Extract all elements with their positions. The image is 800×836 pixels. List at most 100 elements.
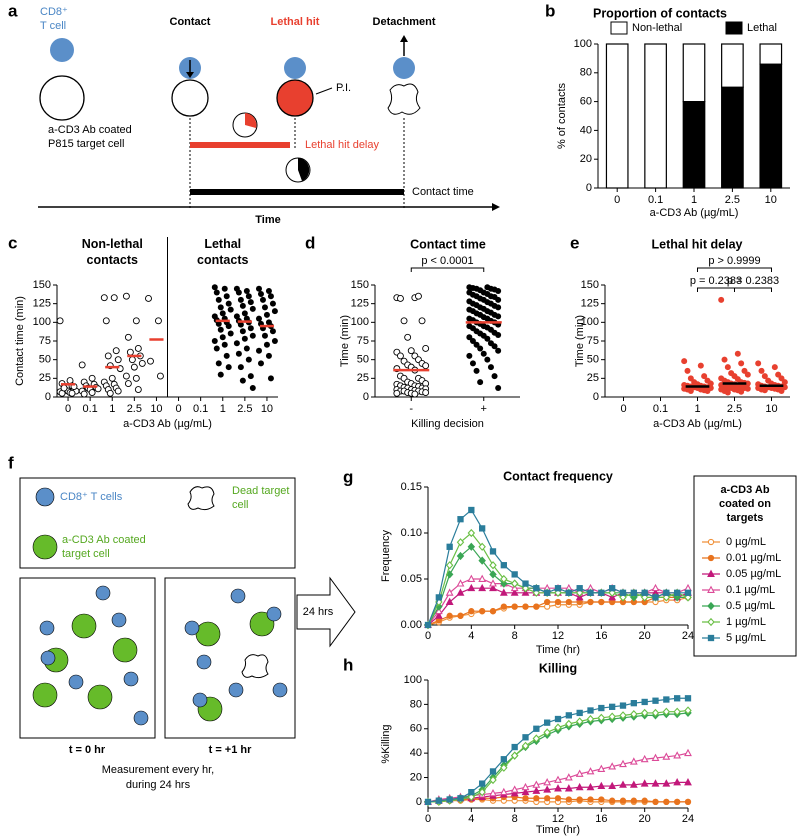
dot [261, 304, 268, 311]
dot [213, 289, 220, 296]
text-line: T cell [40, 20, 66, 32]
marker [565, 712, 572, 719]
x-tick-label: + [481, 403, 487, 415]
marker [500, 574, 508, 584]
marker [499, 787, 508, 796]
marker [478, 583, 487, 592]
marker [500, 763, 508, 772]
scene-box [164, 577, 296, 739]
dot [761, 373, 768, 380]
dot [397, 294, 404, 302]
dot [235, 350, 242, 357]
dot [243, 345, 250, 352]
marker [544, 598, 551, 606]
x-tick-label: 10 [765, 403, 777, 415]
dot [237, 296, 244, 303]
marker [684, 706, 692, 715]
marker [587, 796, 594, 803]
dot [495, 385, 502, 392]
marker [673, 751, 682, 759]
y-tick-label: 50 [39, 354, 51, 366]
marker [619, 780, 627, 788]
x-tick-label: 1 [220, 403, 226, 415]
dot [415, 292, 422, 300]
marker [456, 538, 465, 547]
t-cell [35, 487, 55, 507]
marker [707, 569, 715, 577]
marker [608, 762, 617, 770]
marker [707, 617, 715, 627]
dot [257, 360, 264, 367]
y-tick-label: 0 [586, 182, 592, 194]
dot [239, 302, 246, 309]
dot [473, 367, 480, 374]
legend-label: 5 µg/mL [726, 632, 766, 644]
dot [221, 341, 228, 348]
dot [219, 334, 226, 341]
marker [608, 593, 617, 601]
marker [467, 574, 476, 582]
y-tick-label: 100 [33, 316, 51, 328]
dot [781, 379, 788, 386]
marker [533, 795, 540, 802]
delay-label: Lethal hit delay [305, 139, 379, 151]
dot [397, 352, 404, 360]
y-tick-label: 100 [404, 674, 422, 686]
dot [88, 389, 96, 396]
dot [223, 293, 230, 300]
annotation: p > 0.9999 [708, 255, 760, 267]
x-tick-label: 8 [512, 813, 518, 825]
legend-label: 0.1 µg/mL [726, 584, 775, 596]
dot [221, 285, 228, 292]
marker [565, 598, 572, 606]
dot [495, 304, 502, 311]
arrow [315, 87, 333, 95]
marker [707, 634, 715, 642]
dot [217, 371, 224, 378]
dot [241, 335, 248, 342]
y-tick-label: 125 [351, 298, 369, 310]
dot [263, 311, 270, 318]
y-tick-label: 125 [581, 298, 599, 310]
dot [269, 300, 276, 307]
y-axis-label: Frequency [380, 530, 392, 582]
dot [114, 356, 122, 364]
x-tick-label: 10 [765, 194, 777, 206]
marker [554, 585, 562, 592]
dot [755, 360, 762, 367]
dot [261, 332, 268, 339]
panel-label: f [8, 453, 14, 472]
dot [422, 389, 430, 396]
dot [411, 390, 419, 398]
marker [586, 782, 595, 791]
dot [241, 310, 248, 317]
x-tick-label: 20 [639, 630, 651, 642]
marker [533, 585, 540, 592]
y-tick-label: 50 [357, 354, 369, 366]
time-label: t = +1 hr [209, 744, 253, 756]
marker [489, 570, 497, 579]
chart-title: Lethal hit delay [652, 237, 743, 251]
dot [233, 340, 240, 347]
x-tick-label: 20 [639, 813, 651, 825]
dot [122, 292, 130, 300]
marker [662, 779, 671, 787]
dot [225, 323, 232, 330]
marker [489, 579, 497, 587]
x-tick-label: 0 [620, 403, 626, 415]
dot [215, 320, 222, 327]
marker [662, 707, 671, 716]
marker [544, 589, 551, 596]
text-line: cell [232, 499, 249, 511]
x-tick-label: 24 [682, 813, 694, 825]
y-tick-label: 25 [357, 372, 369, 384]
annotation: p = 0.2383 [690, 275, 742, 287]
text-line: contacts [87, 253, 138, 267]
marker [521, 588, 530, 596]
marker [500, 562, 507, 569]
marker [587, 598, 594, 606]
dot [418, 317, 426, 325]
x-tick-label: 1 [109, 403, 115, 415]
dot [758, 367, 765, 374]
